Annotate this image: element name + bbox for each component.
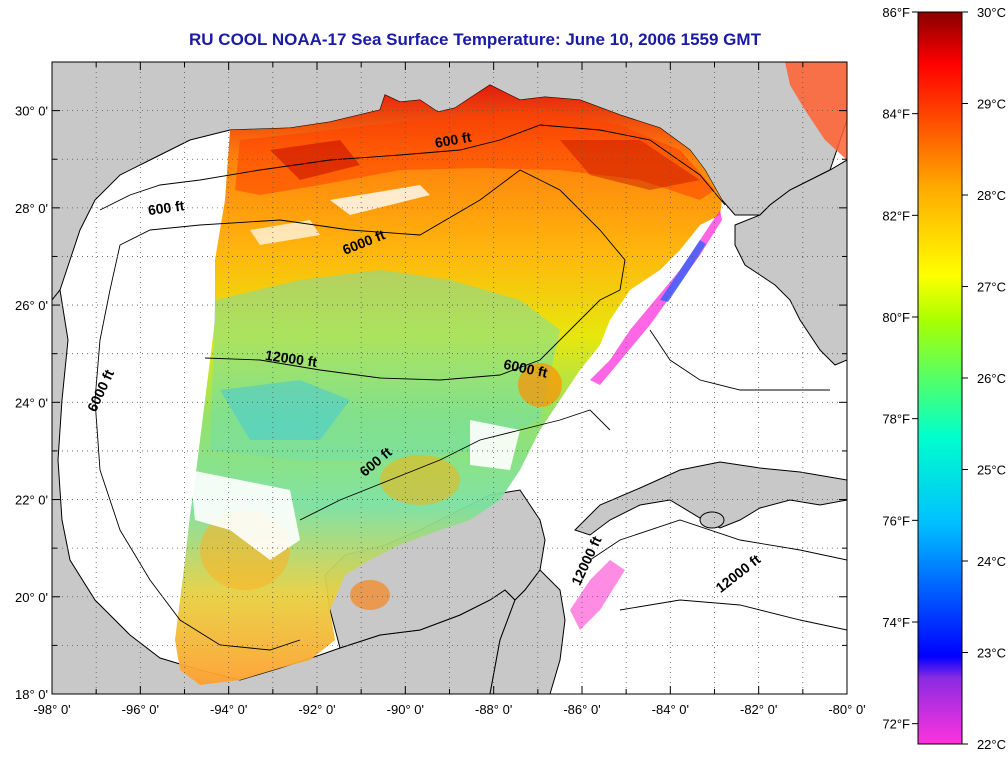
colorbar-label-f: 74°F	[882, 615, 910, 630]
central-america	[489, 569, 566, 694]
contour-florida-shelf	[649, 329, 830, 391]
contour-label: 600 ft	[147, 197, 186, 218]
contour-600ft	[99, 124, 726, 211]
lat-tick-label: 28° 0'	[15, 201, 48, 216]
contour-caribbean-2	[619, 599, 847, 631]
colorbar-label-c: 24°C	[977, 554, 1006, 569]
colorbar-label-f: 80°F	[882, 310, 910, 325]
longitude-axis: -98° 0' -96° 0' -94° 0' -92° 0' -90° 0' -88° …	[33, 62, 866, 717]
colorbar-label-f: 76°F	[882, 513, 910, 528]
colorbar-label-c: 30°C	[977, 5, 1006, 20]
contour-label: 12000 ft	[264, 347, 318, 370]
isla-juventud	[699, 511, 725, 529]
contour-6000ft-west	[94, 244, 301, 651]
lat-tick-label: 20° 0'	[15, 590, 48, 605]
colorbar-fahrenheit-labels: 86°F 84°F 82°F 80°F 78°F 76°F 74°F 72°F	[882, 5, 918, 732]
colorbar-label-c: 22°C	[977, 737, 1006, 752]
lon-tick-label: -94° 0'	[210, 702, 247, 717]
lon-tick-label: -86° 0'	[563, 702, 600, 717]
colorbar-label-f: 84°F	[882, 107, 910, 122]
warm-patch-atlantic	[785, 62, 847, 160]
contour-600ft-yucatan	[299, 409, 611, 521]
colorbar	[917, 11, 963, 745]
colorbar-label-f: 72°F	[882, 717, 910, 732]
colorbar-label-f: 78°F	[882, 412, 910, 427]
colorbar-celsius-labels: 30°C 29°C 28°C 27°C 26°C 25°C 24°C 23°C 22°C	[962, 5, 1006, 752]
colorbar-label-c: 29°C	[977, 97, 1006, 112]
lon-tick-label: -98° 0'	[33, 702, 70, 717]
map-title: RU COOL NOAA-17 Sea Surface Temperature:…	[189, 30, 761, 49]
lon-tick-label: -82° 0'	[740, 702, 777, 717]
florida-peninsula	[734, 159, 847, 366]
cuba	[574, 461, 847, 536]
lon-tick-label: -84° 0'	[652, 702, 689, 717]
latitude-axis: 18° 0' 20° 0' 22° 0' 24° 0' 26° 0' 28° 0' 30° …	[15, 61, 847, 702]
cold-core	[660, 240, 706, 302]
lon-tick-label: -90° 0'	[387, 702, 424, 717]
lat-tick-label: 30° 0'	[15, 104, 48, 119]
gridlines	[52, 62, 847, 694]
lon-tick-label: -80° 0'	[828, 702, 865, 717]
lat-tick-label: 26° 0'	[15, 298, 48, 313]
colorbar-label-c: 26°C	[977, 371, 1006, 386]
lat-tick-label: 24° 0'	[15, 395, 48, 410]
contour-12000ft	[204, 289, 621, 381]
colorbar-label-c: 23°C	[977, 646, 1006, 661]
colorbar-label-c: 27°C	[977, 280, 1006, 295]
caribbean-patches	[570, 560, 625, 630]
cold-upwelling	[590, 210, 722, 385]
colorbar-label-f: 82°F	[882, 208, 910, 223]
lon-tick-label: -88° 0'	[475, 702, 512, 717]
lat-tick-label: 18° 0'	[15, 687, 48, 702]
depth-contours	[94, 124, 847, 651]
contour-caribbean	[589, 519, 847, 561]
lon-tick-label: -92° 0'	[298, 702, 335, 717]
colorbar-label-f: 86°F	[882, 5, 910, 20]
sst-swath	[175, 85, 722, 685]
lat-tick-label: 22° 0'	[15, 493, 48, 508]
contour-6000ft-north	[119, 169, 626, 291]
lon-tick-label: -96° 0'	[122, 702, 159, 717]
colorbar-label-c: 28°C	[977, 188, 1006, 203]
colorbar-label-c: 25°C	[977, 463, 1006, 478]
contour-label: 600 ft	[434, 129, 473, 151]
